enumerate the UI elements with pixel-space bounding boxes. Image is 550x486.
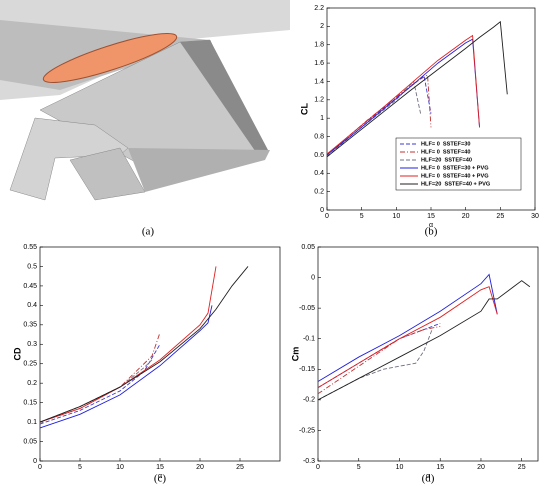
data-line — [317, 326, 441, 395]
legend-label: HLF= 0 SSTEF=40 — [421, 149, 470, 155]
wing-render — [0, 0, 290, 201]
y-tick-label: 2.2 — [314, 5, 324, 12]
y-tick-label: 0.25 — [23, 361, 37, 368]
y-tick-label: 0 — [320, 207, 324, 214]
legend-label: HLF= 0 SSTEF=30 — [421, 141, 470, 147]
y-tick-label: 2 — [320, 23, 324, 30]
x-tick-label: 5 — [78, 464, 82, 471]
legend-label: HLF= 0 SSTEF=30 + PVG — [421, 165, 489, 171]
data-line — [317, 286, 498, 389]
data-line — [39, 332, 161, 423]
x-tick-label: 0 — [316, 464, 320, 471]
data-line — [39, 266, 249, 423]
data-line — [326, 20, 508, 158]
y-tick-label: 0.1 — [27, 419, 37, 426]
y-tick-label: 1.4 — [314, 78, 324, 85]
data-line — [317, 273, 498, 382]
x-tick-label: 10 — [116, 464, 124, 471]
y-tick-label: 0.35 — [23, 322, 37, 329]
legend-label: HLF=20 SSTEF=40 — [421, 157, 472, 163]
x-tick-label: 10 — [392, 213, 400, 220]
y-tick-label: 0.5 — [27, 263, 37, 270]
x-tick-label: 25 — [496, 213, 504, 220]
y-tick-label: 0.4 — [314, 170, 324, 177]
y-tick-label: 0.2 — [314, 188, 324, 195]
data-line — [317, 323, 441, 389]
y-tick-label: -0.1 — [303, 336, 315, 343]
y-tick-label: 1 — [320, 115, 324, 122]
y-tick-label: -0.3 — [303, 458, 315, 465]
y-tick-label: 0.4 — [27, 302, 37, 309]
y-tick-label: 0 — [33, 458, 37, 465]
panel-caption: (a) — [142, 226, 155, 238]
x-tick-label: 15 — [436, 464, 444, 471]
y-tick-label: 0.6 — [314, 152, 324, 159]
y-tick-label: 0.55 — [23, 244, 37, 251]
data-line — [39, 344, 161, 425]
y-tick-label: 0.05 — [23, 438, 37, 445]
x-tick-label: 15 — [156, 464, 164, 471]
y-tick-label: 0.05 — [301, 244, 315, 251]
x-axis-label: α — [426, 473, 430, 480]
panel-caption: (d) — [422, 473, 435, 485]
legend-box — [395, 137, 522, 191]
y-axis-label: CL — [299, 103, 309, 115]
data-line — [317, 280, 531, 401]
x-tick-label: 20 — [462, 213, 470, 220]
y-tick-label: 0.45 — [23, 283, 37, 290]
y-tick-label: 0.2 — [27, 380, 37, 387]
data-line — [326, 80, 422, 158]
y-tick-label: 1.8 — [314, 42, 324, 49]
x-tick-label: 5 — [357, 464, 361, 471]
x-tick-label: 20 — [477, 464, 485, 471]
y-tick-label: 0.8 — [314, 133, 324, 140]
y-tick-label: -0.2 — [303, 397, 315, 404]
x-tick-label: 5 — [360, 213, 364, 220]
y-tick-label: -0.25 — [299, 427, 315, 434]
x-tick-label: 25 — [518, 464, 526, 471]
y-tick-label: -0.15 — [299, 366, 315, 373]
data-line — [326, 34, 480, 155]
legend-label: HLF=20 SSTEF=40 + PVG — [421, 181, 490, 187]
y-tick-label: 0 — [311, 274, 315, 281]
y-tick-label: 1.2 — [314, 97, 324, 104]
x-tick-label: 0 — [325, 213, 329, 220]
x-axis-label: α — [158, 473, 162, 480]
x-tick-label: 20 — [196, 464, 204, 471]
y-tick-label: -0.05 — [299, 305, 315, 312]
y-tick-label: 0.15 — [23, 399, 37, 406]
panel-caption: (c) — [154, 473, 167, 485]
data-line — [317, 329, 433, 401]
data-line — [39, 266, 217, 423]
legend-label: HLF= 0 SSTEF=40 + PVG — [421, 173, 489, 179]
data-line — [326, 38, 480, 156]
y-tick-label: 1.6 — [314, 60, 324, 67]
data-line — [39, 305, 213, 429]
x-tick-label: 25 — [236, 464, 244, 471]
x-tick-label: 30 — [531, 213, 539, 220]
x-axis-label: α — [429, 222, 433, 229]
panel-caption: (b) — [425, 226, 438, 238]
y-tick-label: 0.3 — [27, 341, 37, 348]
plot-frame — [39, 246, 281, 462]
data-line — [39, 359, 153, 423]
y-axis-label: CD — [12, 347, 22, 360]
x-tick-label: 0 — [38, 464, 42, 471]
x-tick-label: 10 — [396, 464, 404, 471]
plot-frame — [317, 246, 539, 462]
x-tick-label: 15 — [427, 213, 435, 220]
y-axis-label: Cm — [290, 347, 300, 362]
